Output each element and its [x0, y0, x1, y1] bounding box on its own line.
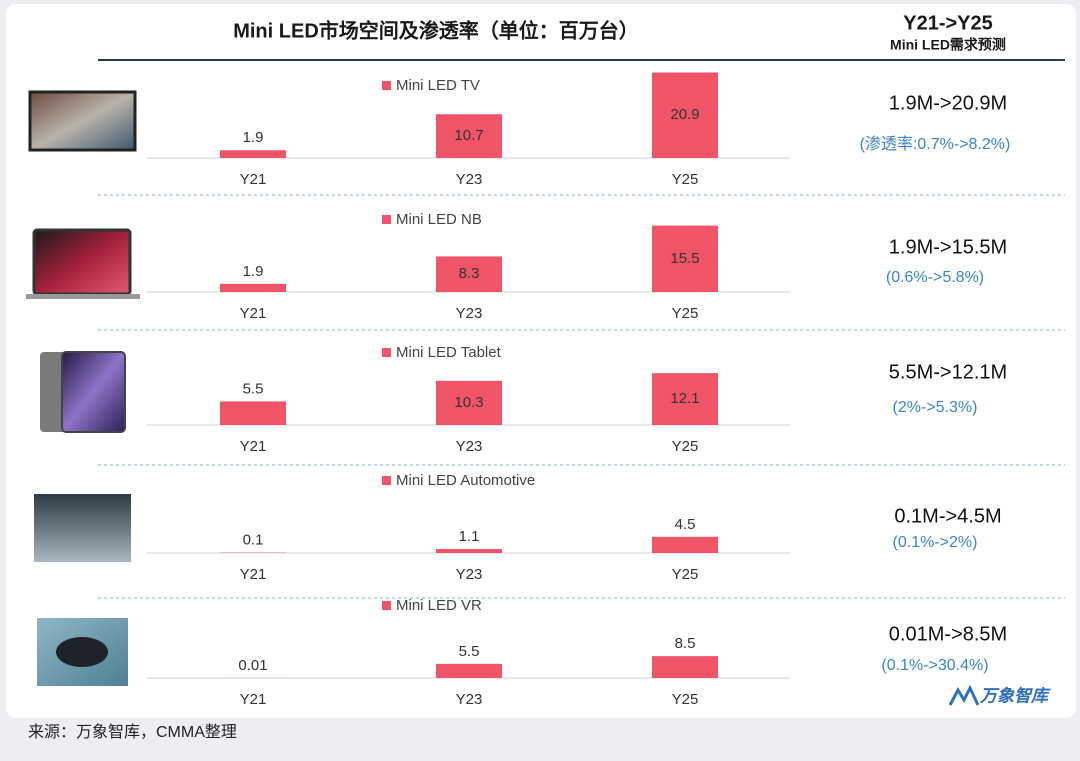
data-label: 8.5 — [675, 635, 696, 652]
legend-swatch — [382, 601, 391, 610]
legend-swatch — [382, 348, 391, 357]
legend-label: Mini LED VR — [396, 597, 482, 614]
data-label: 5.5 — [459, 643, 480, 660]
bar — [652, 537, 718, 553]
x-tick-label: Y25 — [672, 438, 699, 455]
data-label: 0.1 — [243, 532, 264, 549]
title: Mini LED市场空间及渗透率（单位：百万台） — [233, 18, 639, 42]
x-tick-label: Y25 — [672, 305, 699, 322]
x-tick-label: Y23 — [456, 438, 483, 455]
data-label: 20.9 — [670, 106, 699, 123]
x-tick-label: Y21 — [240, 691, 267, 708]
data-label: 10.7 — [454, 127, 483, 144]
note: (0.6%->5.8%) — [886, 269, 984, 286]
note: (0.1%->30.4%) — [881, 657, 988, 674]
x-tick-label: Y23 — [456, 691, 483, 708]
right-subtitle: Mini LED需求预测 — [890, 37, 1006, 53]
data-label: 1.9 — [243, 263, 264, 280]
legend-label: Mini LED Tablet — [396, 344, 502, 361]
summary: 5.5M->12.1M — [889, 361, 1007, 383]
data-label: 1.9 — [243, 129, 264, 146]
legend-swatch — [382, 476, 391, 485]
bar — [436, 549, 502, 553]
data-label: 1.1 — [459, 528, 480, 545]
legend-label: Mini LED NB — [396, 211, 482, 228]
legend-swatch — [382, 81, 391, 90]
x-tick-label: Y23 — [456, 566, 483, 583]
data-label: 12.1 — [670, 390, 699, 407]
summary: 0.01M->8.5M — [889, 623, 1007, 645]
summary: 1.9M->20.9M — [889, 92, 1007, 114]
source: 来源：万象智库，CMMA整理 — [28, 723, 237, 741]
x-tick-label: Y21 — [240, 566, 267, 583]
bar — [436, 664, 502, 678]
legend-label: Mini LED TV — [396, 77, 480, 94]
data-label: 8.3 — [459, 265, 480, 282]
legend-swatch — [382, 215, 391, 224]
x-tick-label: Y21 — [240, 438, 267, 455]
x-tick-label: Y23 — [456, 305, 483, 322]
logo: 万象智库 — [979, 686, 1051, 705]
summary: 0.1M->4.5M — [894, 505, 1001, 527]
note: (0.1%->2%) — [893, 534, 978, 551]
note: (渗透率:0.7%->8.2%) — [860, 135, 1011, 153]
bar — [652, 656, 718, 678]
x-tick-label: Y25 — [672, 171, 699, 188]
data-label: 0.01 — [238, 657, 267, 674]
bar — [220, 150, 286, 158]
data-label: 5.5 — [243, 380, 264, 397]
legend-label: Mini LED Automotive — [396, 472, 535, 489]
x-tick-label: Y21 — [240, 171, 267, 188]
data-label: 15.5 — [670, 250, 699, 267]
x-tick-label: Y25 — [672, 566, 699, 583]
bar — [220, 284, 286, 292]
right-title: Y21->Y25 — [903, 12, 993, 34]
data-label: 4.5 — [675, 516, 696, 533]
summary: 1.9M->15.5M — [889, 236, 1007, 258]
bar — [220, 401, 286, 425]
x-tick-label: Y25 — [672, 691, 699, 708]
x-tick-label: Y23 — [456, 171, 483, 188]
note: (2%->5.3%) — [893, 399, 978, 416]
data-label: 10.3 — [454, 394, 483, 411]
x-tick-label: Y21 — [240, 305, 267, 322]
